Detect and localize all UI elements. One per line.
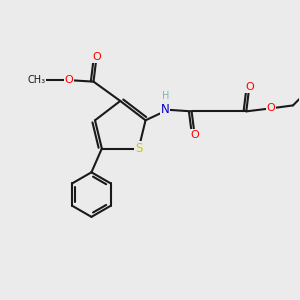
Text: O: O [65,75,74,85]
Text: S: S [135,142,142,155]
Text: O: O [92,52,101,62]
Text: CH₃: CH₃ [28,75,46,85]
Text: H: H [162,91,169,100]
Text: O: O [190,130,199,140]
Text: O: O [245,82,254,92]
Text: N: N [160,103,169,116]
Text: O: O [266,103,275,113]
